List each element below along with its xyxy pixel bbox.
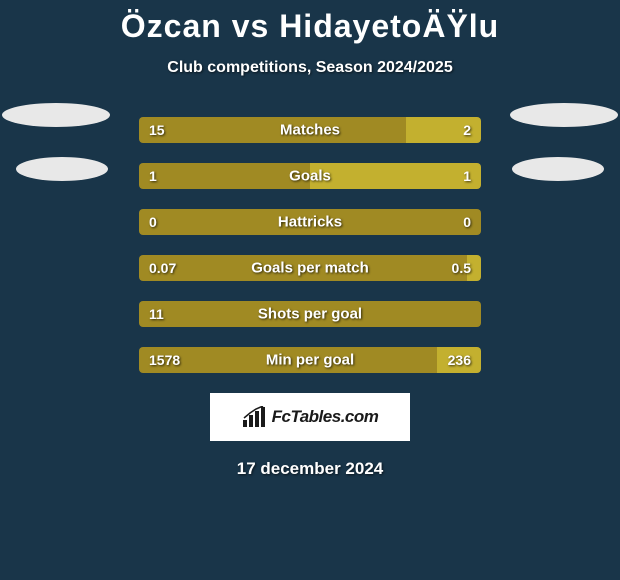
stat-value-right: 2	[463, 122, 471, 138]
stat-label: Matches	[280, 122, 340, 139]
vs-separator: vs	[232, 8, 270, 44]
stat-value-left: 1	[149, 168, 157, 184]
stat-label: Min per goal	[266, 352, 354, 369]
avatar-placeholder	[2, 103, 110, 127]
stat-row: Goals per match 0.07 0.5	[139, 255, 481, 281]
stat-row: Min per goal 1578 236	[139, 347, 481, 373]
stat-row: Matches 15 2	[139, 117, 481, 143]
stat-value-left: 0.07	[149, 260, 176, 276]
stat-bars-container: Matches152Goals11Hattricks00Goals per ma…	[139, 117, 481, 373]
stat-label: Shots per goal	[258, 306, 362, 323]
date-label: 17 december 2024	[0, 459, 620, 479]
stat-bar-right	[310, 163, 481, 189]
player-left-name: Özcan	[121, 8, 222, 44]
avatar-placeholder	[512, 157, 604, 181]
player-right-name: HidayetoÄŸlu	[279, 8, 499, 44]
avatar-column-left	[2, 103, 122, 211]
stat-value-left: 1578	[149, 352, 180, 368]
stat-value-left: 0	[149, 214, 157, 230]
brand-text: FcTables.com	[272, 407, 379, 427]
avatar-column-right	[498, 103, 618, 211]
stat-bar-left	[139, 117, 406, 143]
stat-value-right: 0	[463, 214, 471, 230]
stat-value-right: 236	[448, 352, 471, 368]
stat-label: Hattricks	[278, 214, 342, 231]
stat-value-left: 11	[149, 306, 164, 322]
stats-content: Matches152Goals11Hattricks00Goals per ma…	[0, 117, 620, 479]
stat-row: Hattricks 0 0	[139, 209, 481, 235]
avatar-placeholder	[16, 157, 108, 181]
comparison-title: Özcan vs HidayetoÄŸlu	[0, 0, 620, 45]
stat-value-left: 15	[149, 122, 165, 138]
subtitle: Club competitions, Season 2024/2025	[0, 59, 620, 77]
stat-label: Goals per match	[251, 260, 369, 277]
stat-value-right: 1	[463, 168, 471, 184]
stat-row: Shots per goal 11	[139, 301, 481, 327]
stat-row: Goals 1 1	[139, 163, 481, 189]
stat-value-right: 0.5	[452, 260, 471, 276]
brand-badge: FcTables.com	[210, 393, 410, 441]
bar-chart-icon	[242, 406, 266, 428]
stat-bar-left	[139, 163, 310, 189]
avatar-placeholder	[510, 103, 618, 127]
stat-label: Goals	[289, 168, 331, 185]
